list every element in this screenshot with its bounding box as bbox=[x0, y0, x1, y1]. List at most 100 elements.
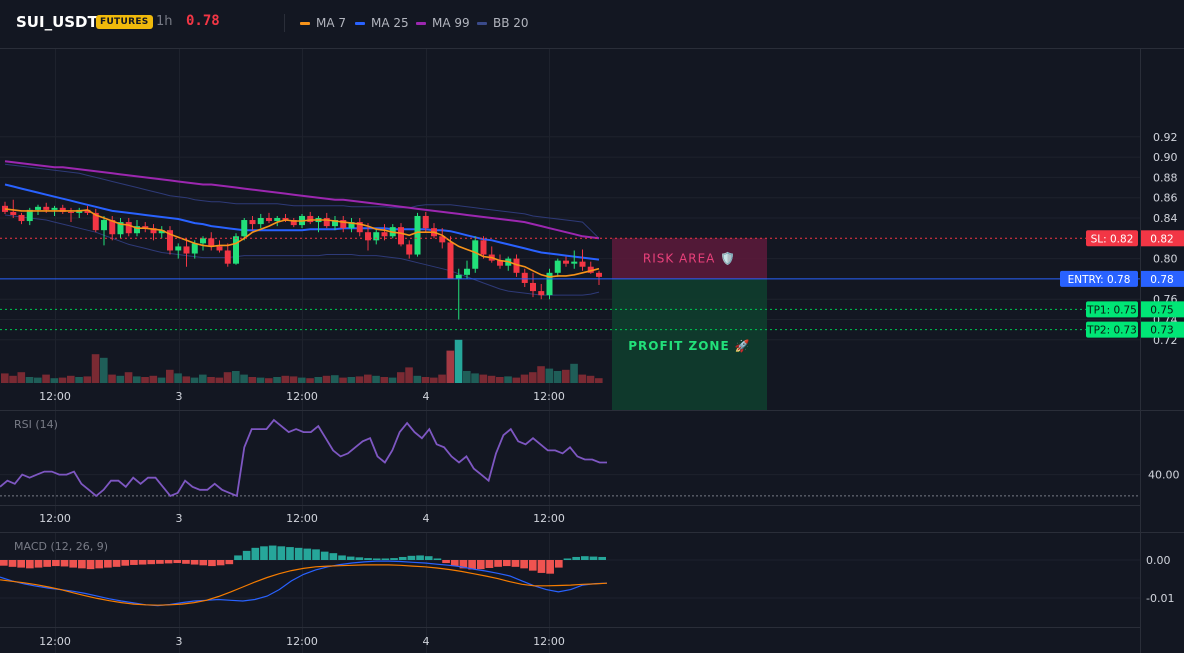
candle-body bbox=[546, 272, 553, 296]
profit-zone bbox=[612, 278, 767, 410]
candle-body bbox=[125, 222, 132, 234]
candle-body bbox=[26, 209, 33, 222]
ma7-line bbox=[4, 208, 600, 278]
time-axis-label: 12:00 bbox=[533, 635, 565, 648]
ma25-line bbox=[4, 183, 600, 261]
candle-body bbox=[348, 222, 355, 229]
candle-body bbox=[117, 222, 124, 235]
candle-body bbox=[480, 240, 487, 255]
volume-bar bbox=[157, 377, 166, 383]
bb-upper-line bbox=[4, 163, 600, 239]
volume-bar bbox=[298, 377, 306, 383]
level-tag-entry bbox=[1060, 270, 1138, 287]
candle-body bbox=[530, 282, 536, 292]
volume-bar bbox=[75, 377, 83, 383]
time-axis-label: 12:00 bbox=[286, 635, 318, 648]
macd-histogram-bar bbox=[442, 560, 450, 564]
volume-bar bbox=[380, 377, 389, 383]
legend-ma7-swatch bbox=[300, 22, 310, 25]
macd-histogram-bar bbox=[260, 546, 268, 560]
candle-body bbox=[109, 220, 116, 235]
candle-body bbox=[398, 227, 404, 245]
candle-body bbox=[579, 261, 586, 267]
price-tag-label: 0.78 bbox=[1150, 274, 1173, 286]
volume-bar bbox=[496, 377, 504, 383]
macd-histogram-bar bbox=[43, 560, 52, 567]
volume-bar bbox=[289, 376, 298, 383]
macd-title: MACD (12, 26, 9) bbox=[14, 540, 108, 553]
candle-body bbox=[538, 291, 545, 296]
volume-bar bbox=[438, 374, 446, 383]
candle-body bbox=[208, 238, 215, 247]
volume-bar bbox=[479, 374, 488, 383]
legend-ma25[interactable]: MA 25 bbox=[355, 16, 409, 30]
time-axis-label: 4 bbox=[423, 390, 430, 403]
volume-bar bbox=[58, 377, 67, 383]
macd-histogram-bar bbox=[86, 560, 95, 570]
macd-histogram-bar bbox=[355, 557, 364, 560]
macd-histogram-bar bbox=[329, 553, 338, 560]
legend-ma25-swatch bbox=[355, 22, 365, 25]
macd-histogram-bar bbox=[494, 560, 502, 567]
candle-body bbox=[497, 260, 503, 266]
volume-bar bbox=[463, 371, 471, 383]
timeframe-selector[interactable]: 1h bbox=[156, 14, 173, 29]
level-tag-label: TP1: 0.75 bbox=[1086, 304, 1137, 316]
last-price: 0.78 bbox=[186, 13, 220, 29]
macd-histogram-bar bbox=[8, 560, 17, 567]
price-axis-tick: 0.92 bbox=[1153, 131, 1178, 144]
legend-ma7[interactable]: MA 7 bbox=[300, 16, 346, 30]
candle-body bbox=[365, 232, 371, 241]
symbol-name[interactable]: SUI_USDT bbox=[16, 13, 98, 31]
volume-bar bbox=[91, 354, 100, 383]
macd-histogram-bar bbox=[277, 546, 286, 560]
candle-body bbox=[183, 246, 190, 254]
volume-bar bbox=[397, 372, 405, 383]
macd-histogram-bar bbox=[199, 560, 208, 566]
price-tag-label: 0.75 bbox=[1150, 304, 1173, 316]
candle-body bbox=[216, 246, 223, 251]
volume-bar bbox=[322, 375, 331, 383]
time-axis-label: 12:00 bbox=[39, 390, 71, 403]
candle-body bbox=[200, 238, 206, 244]
macd-histogram-bar bbox=[459, 560, 468, 569]
legend-bb20[interactable]: BB 20 bbox=[477, 16, 529, 30]
candle-body bbox=[356, 222, 363, 233]
level-tag-label: SL: 0.82 bbox=[1091, 233, 1134, 245]
price-axis-tick: 0.88 bbox=[1153, 171, 1178, 184]
macd-line bbox=[0, 560, 608, 607]
volume-bar bbox=[405, 367, 413, 383]
macd-histogram-bar bbox=[572, 556, 580, 560]
volume-bar bbox=[372, 375, 380, 383]
candle-body bbox=[92, 212, 99, 231]
macd-histogram-bar bbox=[0, 560, 8, 566]
candle-body bbox=[150, 228, 157, 234]
price-axis-tick: 0.80 bbox=[1153, 253, 1178, 266]
macd-histogram-bar bbox=[598, 556, 606, 560]
candle-body bbox=[282, 218, 289, 221]
candle-body bbox=[142, 226, 149, 229]
macd-histogram-bar bbox=[251, 547, 260, 560]
time-axis-label: 12:00 bbox=[39, 635, 71, 648]
legend-bb20-label: BB 20 bbox=[493, 16, 529, 30]
candle-body bbox=[249, 220, 256, 225]
time-axis-label: 12:00 bbox=[286, 390, 318, 403]
candle-body bbox=[439, 236, 446, 243]
candle-body bbox=[175, 246, 182, 251]
volume-bar bbox=[149, 375, 158, 383]
volume-bar bbox=[207, 377, 215, 383]
macd-histogram-bar bbox=[78, 560, 86, 569]
candle-body bbox=[241, 220, 248, 237]
volume-bar bbox=[166, 369, 174, 383]
legend-ma99[interactable]: MA 99 bbox=[416, 16, 470, 30]
volume-bar bbox=[487, 375, 496, 383]
candle-body bbox=[2, 205, 8, 212]
candle-body bbox=[257, 218, 264, 225]
candle-body bbox=[422, 215, 429, 229]
level-tag-tp1 bbox=[1086, 301, 1138, 318]
legend-ma99-swatch bbox=[416, 22, 426, 25]
risk-zone bbox=[612, 238, 767, 279]
time-axis-label: 12:00 bbox=[39, 512, 71, 525]
macd-histogram-bar bbox=[390, 558, 398, 560]
